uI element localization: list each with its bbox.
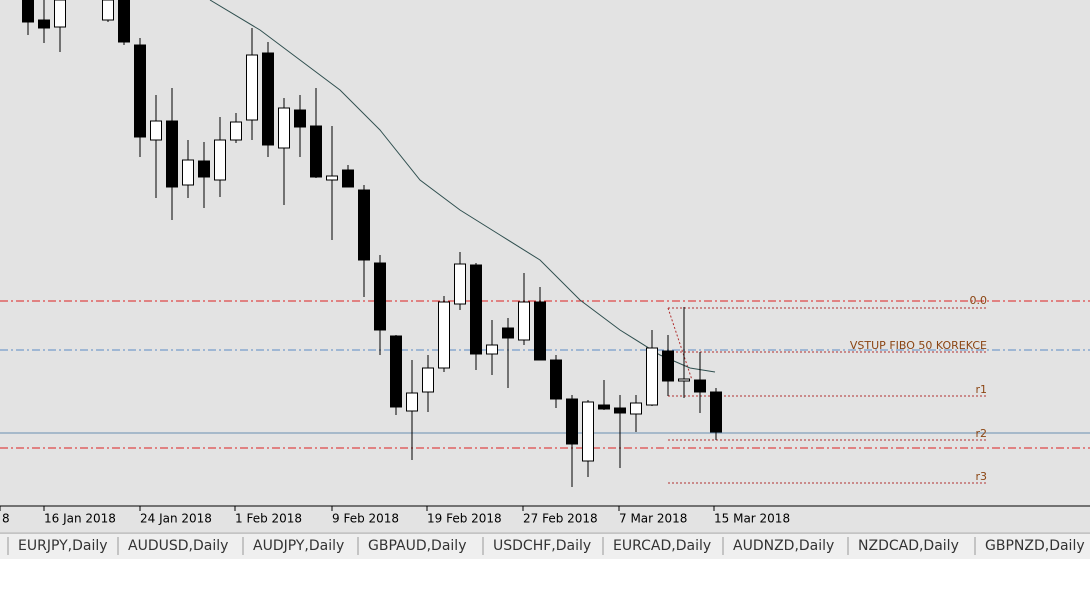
- candle-body: [422, 367, 434, 393]
- candle-body: [54, 0, 66, 28]
- candle-body: [38, 19, 50, 29]
- time-label: 8: [2, 512, 10, 526]
- candle-body: [470, 264, 482, 355]
- tab[interactable]: GBPAUD,Daily: [368, 538, 466, 554]
- candle-body: [150, 120, 162, 141]
- candle-body: [502, 327, 514, 339]
- candle-body: [182, 159, 194, 186]
- time-label: 15 Mar 2018: [714, 512, 790, 526]
- candle-body: [278, 107, 290, 149]
- fibo-label: VSTUP FIBO 50 KOREKCE: [850, 339, 987, 352]
- candle-body: [294, 109, 306, 128]
- candle-body: [166, 120, 178, 188]
- tab[interactable]: EURCAD,Daily: [613, 538, 711, 554]
- candle-body: [390, 335, 402, 408]
- time-axis: [0, 506, 1090, 532]
- candle-body: [246, 54, 258, 121]
- tab[interactable]: AUDNZD,Daily: [733, 538, 834, 554]
- candles: [22, 0, 722, 487]
- candle-body: [662, 350, 674, 382]
- candle-body: [486, 344, 498, 355]
- fibo-trend: [667, 307, 693, 381]
- fibo-label: 0.0: [970, 294, 988, 307]
- candle-body: [214, 139, 226, 181]
- candle-body: [694, 379, 706, 393]
- tabs: EURJPY,Daily AUDUSD,Daily AUDJPY,Daily GBPA…: [7, 537, 1085, 555]
- time-label: 9 Feb 2018: [332, 512, 399, 526]
- tab[interactable]: AUDJPY,Daily: [253, 538, 344, 554]
- time-labels: 8 16 Jan 2018 24 Jan 2018 1 Feb 2018 9 Feb 2…: [0, 506, 790, 526]
- candle-body: [262, 52, 274, 146]
- candle-body: [438, 301, 450, 369]
- time-label: 7 Mar 2018: [619, 512, 687, 526]
- candle-body: [134, 44, 146, 138]
- tab[interactable]: EURJPY,Daily: [18, 538, 108, 554]
- candle-body: [566, 398, 578, 445]
- time-label: 24 Jan 2018: [140, 512, 212, 526]
- candle-body: [582, 401, 594, 462]
- candle-body: [646, 347, 658, 406]
- fibo-label: r1: [975, 383, 987, 396]
- tab[interactable]: GBPNZD,Daily: [985, 538, 1085, 554]
- candle-body: [710, 391, 722, 433]
- chart-area: [0, 0, 1090, 506]
- candle-body: [358, 189, 370, 261]
- candle-body: [22, 0, 34, 23]
- candle-body: [230, 121, 242, 141]
- fibo-label: r3: [975, 470, 987, 483]
- tab-bar: [0, 533, 1090, 559]
- tab[interactable]: NZDCAD,Daily: [858, 538, 959, 554]
- time-label: 19 Feb 2018: [427, 512, 502, 526]
- candle-body: [678, 378, 690, 382]
- fibo-label: r2: [975, 427, 987, 440]
- time-label: 1 Feb 2018: [235, 512, 302, 526]
- candle-body: [534, 301, 546, 361]
- candle-body: [598, 404, 610, 410]
- candle-body: [326, 175, 338, 181]
- candle-body: [518, 301, 530, 341]
- candle-body: [406, 392, 418, 412]
- candle-body: [198, 160, 210, 178]
- candle-body: [342, 169, 354, 188]
- candle-body: [614, 407, 626, 414]
- tab[interactable]: USDCHF,Daily: [493, 538, 591, 554]
- candle-body: [118, 0, 130, 43]
- tab[interactable]: AUDUSD,Daily: [128, 538, 228, 554]
- time-label: 16 Jan 2018: [44, 512, 116, 526]
- time-label: 27 Feb 2018: [523, 512, 598, 526]
- candle-body: [102, 0, 114, 21]
- candle-body: [630, 402, 642, 415]
- candle-body: [374, 262, 386, 331]
- candle-body: [550, 359, 562, 400]
- candle-body: [454, 263, 466, 305]
- candle-body: [310, 125, 322, 178]
